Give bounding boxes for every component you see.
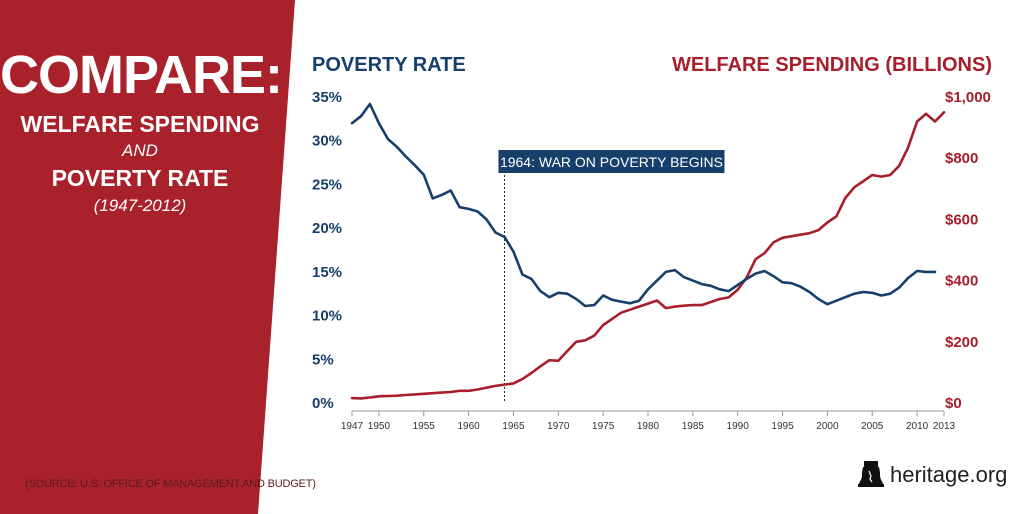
x-tick-label: 2000 <box>816 421 839 432</box>
compare-title: COMPARE: <box>0 45 283 105</box>
y-left-tick-label: 5% <box>312 351 334 368</box>
subtitle-and: AND <box>122 141 158 160</box>
y-right-tick-label: $1,000 <box>945 89 991 106</box>
x-tick-label: 1947 <box>341 421 364 432</box>
poverty-rate-line <box>350 102 937 308</box>
x-tick-label: 1965 <box>502 421 525 432</box>
x-tick-label: 2005 <box>861 421 884 432</box>
y-left-tick-label: 0% <box>312 395 334 412</box>
welfare-spending-axis-title: WELFARE SPENDING (BILLIONS) <box>672 54 992 76</box>
subtitle-years: (1947-2012) <box>93 196 187 215</box>
x-tick-label: 1955 <box>413 421 436 432</box>
y-left-tick-label: 10% <box>312 308 342 325</box>
y-right-tick-label: $0 <box>945 395 962 412</box>
x-tick-label: 2013 <box>933 421 956 432</box>
x-tick-label: 2010 <box>906 421 929 432</box>
welfare-spending-line <box>350 111 946 400</box>
brand-text: heritage.org <box>890 462 1008 487</box>
y-right-tick-label: $400 <box>945 273 978 290</box>
y-right-tick-label: $800 <box>945 150 978 167</box>
y-left-tick-label: 30% <box>312 133 342 150</box>
y-left-tick-label: 25% <box>312 176 342 193</box>
y-left-tick-label: 35% <box>312 89 342 106</box>
subtitle-poverty-rate: POVERTY RATE <box>51 165 229 191</box>
x-tick-label: 1950 <box>368 421 391 432</box>
x-tick-label: 1975 <box>592 421 615 432</box>
x-tick-label: 1970 <box>547 421 570 432</box>
war-on-poverty-label: 1964: WAR ON POVERTY BEGINS <box>500 154 723 170</box>
liberty-bell-icon <box>858 461 884 487</box>
poverty-rate-axis-title: POVERTY RATE <box>312 54 466 76</box>
y-right-tick-label: $200 <box>945 334 978 351</box>
brand: heritage.org <box>858 460 1007 490</box>
x-tick-label: 1985 <box>682 421 705 432</box>
y-right-tick-label: $600 <box>945 211 978 228</box>
subtitle-welfare-spending: WELFARE SPENDING <box>20 111 260 137</box>
x-tick-label: 1980 <box>637 421 660 432</box>
war-on-poverty-label-box <box>498 150 725 173</box>
x-tick-label: 1990 <box>727 421 750 432</box>
y-left-tick-label: 15% <box>312 264 342 281</box>
y-left-tick-label: 20% <box>312 220 342 237</box>
x-tick-label: 1960 <box>457 421 480 432</box>
x-tick-label: 1995 <box>771 421 794 432</box>
source-note: (SOURCE: U.S. OFFICE OF MANAGEMENT AND B… <box>25 478 316 490</box>
